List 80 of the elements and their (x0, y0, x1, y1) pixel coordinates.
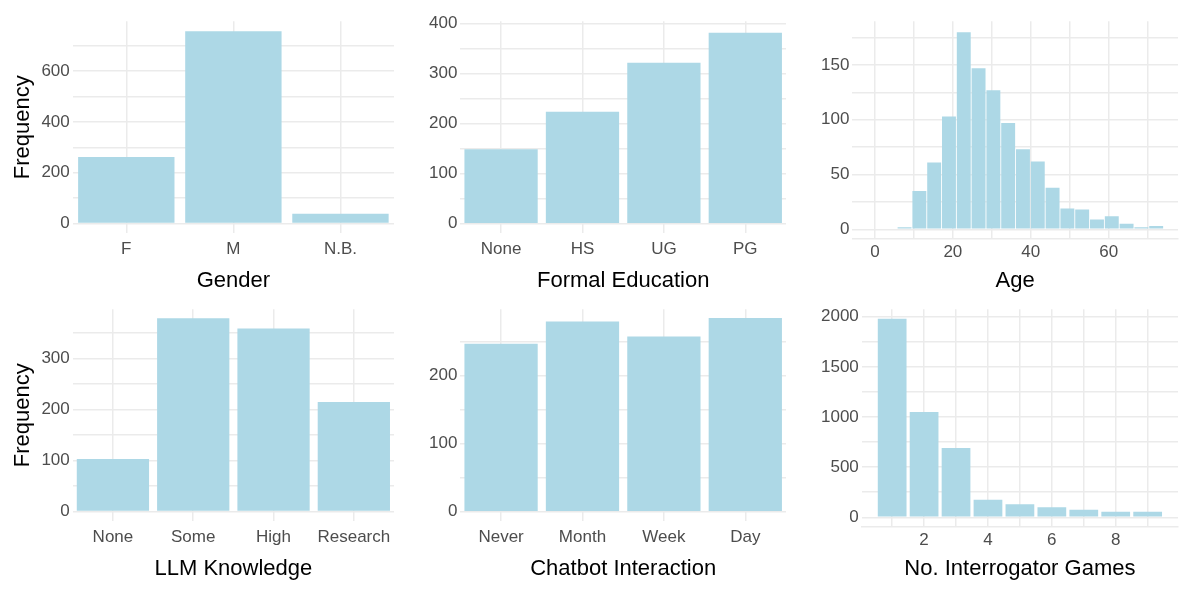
bar (78, 157, 175, 223)
y-tick-label: 100 (428, 433, 458, 453)
x-axis-title: Formal Education (536, 266, 710, 292)
y-tick-label: 0 (447, 213, 458, 233)
bar (941, 448, 971, 517)
bar (464, 149, 538, 223)
x-tick-label: 8 (1110, 530, 1121, 550)
bar (1133, 511, 1163, 517)
bar (1069, 509, 1099, 517)
x-tick-label: Month (558, 527, 607, 547)
bar (627, 336, 701, 511)
y-axis-title: Frequency (9, 363, 35, 468)
x-tick-label: 4 (983, 530, 993, 550)
bar (464, 343, 538, 511)
bar (973, 499, 1003, 517)
y-tick-label: 300 (41, 348, 70, 368)
bar (317, 401, 390, 511)
x-tick-label: 6 (1047, 530, 1057, 550)
y-tick-label: 200 (428, 365, 458, 385)
x-tick-label: Never (478, 527, 525, 547)
x-axis-title: Gender (196, 266, 271, 292)
bar (545, 111, 620, 223)
x-axis-title: Age (995, 266, 1035, 292)
y-tick-label: 400 (428, 13, 458, 33)
y-tick-label: 150 (820, 54, 850, 74)
x-tick-label: N.B. (323, 239, 357, 259)
bar (76, 459, 150, 511)
x-axis-title: No. Interrogator Games (904, 554, 1136, 580)
bar (708, 318, 782, 511)
x-tick-label: 60 (1099, 242, 1119, 262)
bar (708, 32, 782, 223)
y-tick-label: 0 (60, 213, 70, 233)
x-axis-title: Chatbot Interaction (530, 554, 717, 580)
bar (1037, 507, 1067, 517)
y-tick-label: 600 (41, 60, 70, 80)
x-tick-label: UG (651, 239, 677, 259)
x-tick-label: Week (642, 527, 686, 547)
y-tick-label: 2000 (820, 306, 859, 326)
y-tick-label: 1000 (820, 406, 859, 426)
x-tick-label: None (480, 239, 522, 259)
x-tick-label: PG (733, 239, 758, 259)
bar (877, 318, 907, 517)
x-tick-label: 0 (870, 242, 880, 262)
y-axis-title: Frequency (9, 75, 35, 180)
bar (185, 31, 282, 223)
bar (1005, 504, 1035, 517)
bar (292, 213, 389, 223)
bar (157, 318, 230, 511)
x-tick-label: HS (570, 239, 595, 259)
y-tick-label: 0 (447, 501, 458, 521)
x-tick-label: High (256, 527, 292, 547)
y-tick-label: 0 (839, 219, 850, 239)
y-tick-label: 200 (428, 113, 458, 133)
bar (237, 328, 310, 511)
x-tick-label: Some (171, 527, 216, 547)
y-tick-label: 0 (849, 506, 859, 526)
y-tick-label: 400 (41, 111, 70, 131)
y-tick-label: 0 (60, 501, 70, 521)
bar (909, 411, 939, 517)
y-tick-label: 300 (428, 63, 458, 83)
x-tick-label: Day (730, 527, 761, 547)
y-tick-label: 100 (820, 109, 850, 129)
x-tick-label: F (121, 239, 132, 259)
y-tick-label: 500 (830, 456, 859, 476)
y-tick-label: 200 (41, 162, 70, 182)
y-tick-label: 1500 (820, 356, 859, 376)
bar (1101, 511, 1131, 517)
y-tick-label: 200 (41, 399, 70, 419)
y-tick-label: 100 (428, 163, 458, 183)
y-tick-label: 100 (41, 450, 70, 470)
x-tick-label: 40 (1021, 242, 1041, 262)
x-tick-label: M (226, 239, 241, 259)
x-tick-label: Research (317, 527, 391, 547)
y-tick-label: 50 (830, 164, 850, 184)
x-tick-label: 20 (943, 242, 963, 262)
x-tick-label: None (92, 527, 134, 547)
bar (627, 62, 701, 223)
x-tick-label: 2 (919, 530, 929, 550)
bar (545, 321, 620, 511)
x-axis-title: LLM Knowledge (154, 554, 313, 580)
